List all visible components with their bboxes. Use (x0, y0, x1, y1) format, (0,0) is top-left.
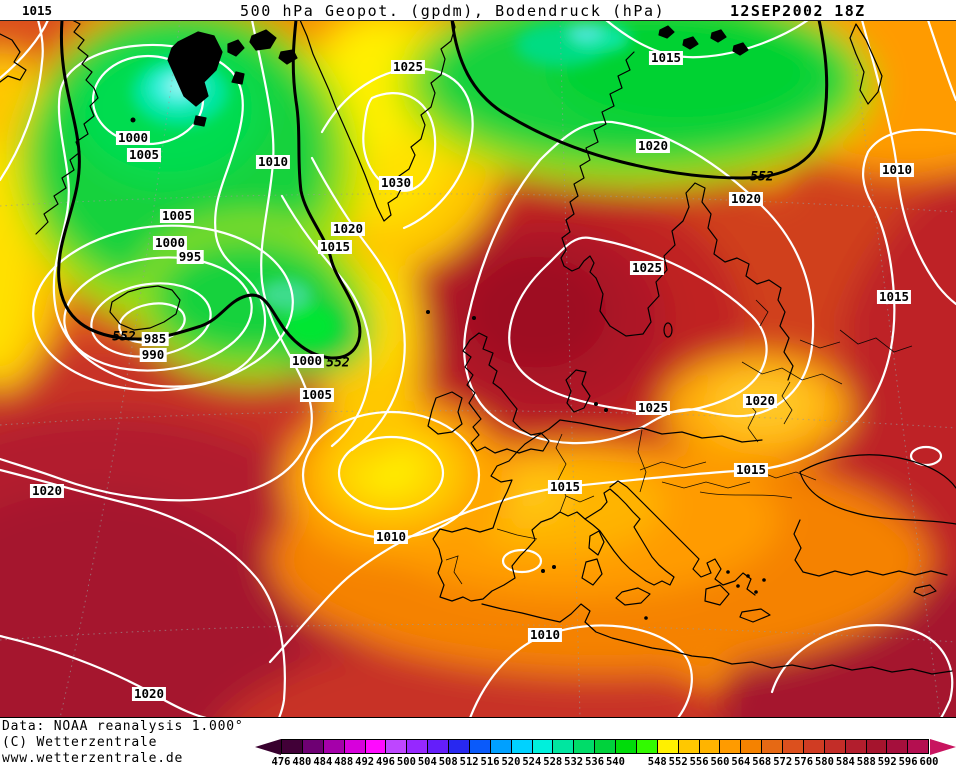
colorbar-cell (720, 740, 742, 753)
colorbar-tick: 488 (334, 756, 354, 768)
colorbar-tick: 564 (731, 756, 751, 768)
colorbar-cell (678, 740, 700, 753)
colorbar-tick: 500 (396, 756, 416, 768)
weather-map-canvas (0, 20, 956, 718)
colorbar-cell (824, 740, 846, 753)
colorbar-cell (636, 740, 658, 753)
colorbar-tick: 588 (856, 756, 876, 768)
colorbar-cell (282, 740, 303, 753)
colorbar-tick: 580 (814, 756, 834, 768)
colorbar-cell (616, 740, 637, 753)
colorbar-tick: 516 (480, 756, 500, 768)
colorbar-tick: 476 (271, 756, 291, 768)
colorbar-tick: 484 (313, 756, 333, 768)
title-bar: 500 hPa Geopot. (gpdm), Bodendruck (hPa)… (0, 0, 956, 20)
colorbar-cell (449, 740, 470, 753)
colorbar-cell (344, 740, 366, 753)
colorbar-tick: 492 (355, 756, 375, 768)
colorbar-tick: 600 (919, 756, 939, 768)
colorbar-cell (887, 740, 909, 753)
colorbar-cell (365, 740, 387, 753)
colorbar-right-arrow (930, 739, 956, 755)
colorbar-cell (595, 740, 616, 753)
colorbar-tick: 556 (689, 756, 709, 768)
coastlines (0, 20, 956, 675)
colorbar-tick: 576 (794, 756, 814, 768)
credit-data-source: Data: NOAA reanalysis 1.000° (2, 719, 244, 734)
colorbar-left-arrow (255, 739, 281, 755)
colorbar-cell (845, 740, 867, 753)
colorbar-cell (783, 740, 804, 753)
credits: Data: NOAA reanalysis 1.000° (C) Wetterz… (2, 719, 244, 767)
graticule (0, 20, 956, 718)
colorbar-cell (511, 740, 533, 753)
colorbar-tick: 572 (773, 756, 793, 768)
colorbar-tick: 536 (585, 756, 605, 768)
chart-title: 500 hPa Geopot. (gpdm), Bodendruck (hPa) (240, 2, 666, 20)
colorbar-cell (908, 740, 929, 753)
colorbar-tick: 524 (522, 756, 542, 768)
colorbar-cell (428, 740, 449, 753)
colorbar-cell (323, 740, 345, 753)
colorbar-tick: 480 (292, 756, 312, 768)
colorbar-tick: 540 (605, 756, 625, 768)
credit-copyright: (C) Wetterzentrale (2, 735, 158, 750)
colorbar-ticks: 476 480 484 488 492 496 500 504 508 512 516 520 524 5… (272, 756, 939, 768)
country-borders (445, 299, 913, 585)
footer: Data: NOAA reanalysis 1.000° (C) Wetterz… (0, 718, 956, 768)
colorbar-cell (657, 740, 679, 753)
colorbar-cell (866, 740, 888, 753)
colorbar-tick: 520 (501, 756, 521, 768)
colorbar-tick: 508 (438, 756, 458, 768)
colorbar-cell (386, 740, 408, 753)
geopotential-color-field (0, 20, 956, 718)
colorbar-tick: 528 (543, 756, 563, 768)
colorbar-tick: 552 (668, 756, 688, 768)
credit-website: www.wetterzentrale.de (2, 751, 184, 766)
colorbar-cell (302, 740, 324, 753)
weather-map (0, 20, 956, 718)
colorbar-cell (762, 740, 783, 753)
colorbar-tick: 504 (417, 756, 437, 768)
colorbar-tick: 496 (376, 756, 395, 768)
colorbar-tick: 512 (459, 756, 479, 768)
colorbar-tick: 596 (898, 756, 918, 768)
colorbar-cell (574, 740, 596, 753)
colorbar-cell (699, 740, 721, 753)
colorbar-cells (281, 739, 929, 754)
colorbar-cell (741, 740, 763, 753)
colorbar-tick: 592 (877, 756, 897, 768)
colorbar-tick: 560 (710, 756, 730, 768)
colorbar-cell (553, 740, 575, 753)
colorbar-cell (469, 740, 491, 753)
chart-datetime: 12SEP2002 18Z (730, 2, 866, 20)
colorbar-tick: 548 (647, 756, 667, 768)
colorbar: 476 480 484 488 492 496 500 504 508 512 516 520 524 5… (255, 718, 956, 768)
colorbar-tick: 568 (752, 756, 772, 768)
colorbar-tick: 532 (564, 756, 584, 768)
colorbar-cell (407, 740, 429, 753)
colorbar-cell (490, 740, 512, 753)
colorbar-cell (803, 740, 825, 753)
colorbar-tick: 584 (835, 756, 855, 768)
geopotential-552-contour (57, 20, 829, 360)
colorbar-cell (532, 740, 554, 753)
